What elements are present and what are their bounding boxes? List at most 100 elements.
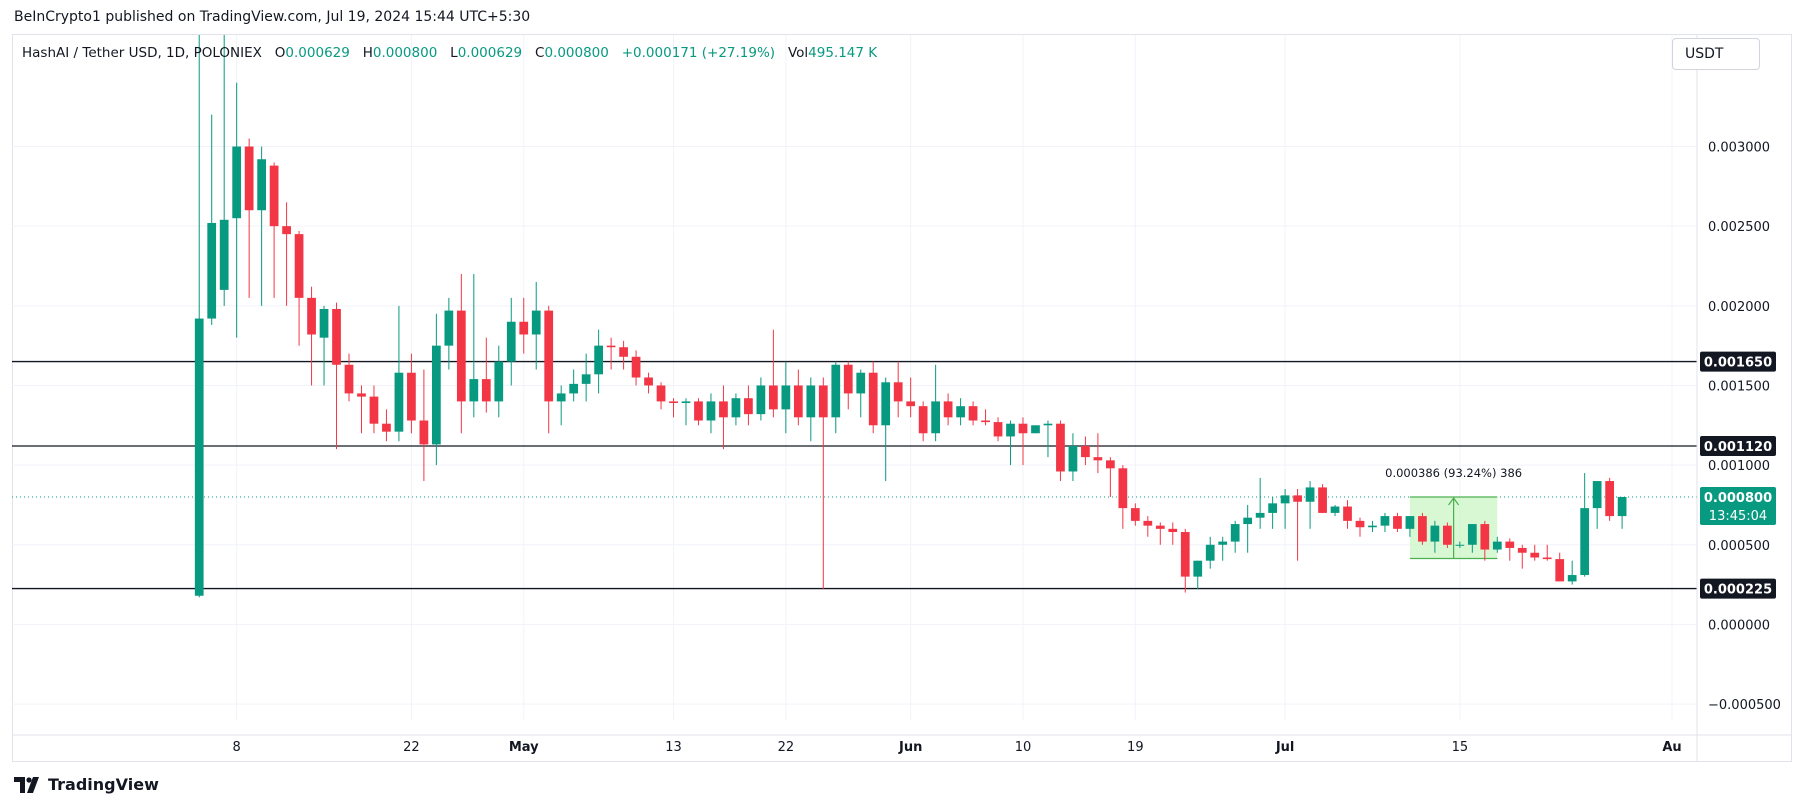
candle[interactable] <box>1443 522 1452 548</box>
candle[interactable] <box>1255 477 1265 529</box>
candle[interactable] <box>1193 560 1203 590</box>
candle[interactable] <box>1293 489 1302 561</box>
candle[interactable] <box>1143 516 1153 537</box>
candle[interactable] <box>207 114 217 325</box>
candle[interactable] <box>407 353 416 434</box>
candle[interactable] <box>1343 500 1352 529</box>
candle[interactable] <box>1068 433 1078 482</box>
candle[interactable] <box>1418 512 1427 545</box>
candle[interactable] <box>1093 433 1103 474</box>
candle[interactable] <box>506 297 516 386</box>
candle[interactable] <box>1467 524 1477 553</box>
candle[interactable] <box>981 409 990 426</box>
candle[interactable] <box>531 281 541 370</box>
candle[interactable] <box>382 409 391 442</box>
candle[interactable] <box>931 364 940 442</box>
candle[interactable] <box>544 305 554 434</box>
candle[interactable] <box>1031 425 1040 434</box>
candle[interactable] <box>444 297 454 370</box>
candle[interactable] <box>744 385 753 426</box>
candle[interactable] <box>1268 496 1277 529</box>
candle[interactable] <box>1130 503 1140 526</box>
candle[interactable] <box>469 273 479 418</box>
candle[interactable] <box>307 286 316 386</box>
candle[interactable] <box>1006 420 1015 466</box>
candle[interactable] <box>881 377 891 482</box>
candle[interactable] <box>1056 420 1065 482</box>
candle[interactable] <box>968 401 978 426</box>
candle[interactable] <box>394 305 404 442</box>
candle[interactable] <box>332 302 341 450</box>
candle[interactable] <box>269 162 279 298</box>
candle[interactable] <box>656 382 666 410</box>
candle[interactable] <box>756 377 766 421</box>
candle[interactable] <box>1455 541 1465 548</box>
candle[interactable] <box>244 138 254 298</box>
candle[interactable] <box>1542 544 1552 561</box>
candle[interactable] <box>1205 536 1215 569</box>
candle[interactable] <box>893 361 903 418</box>
candle[interactable] <box>481 337 491 413</box>
candle[interactable] <box>519 297 529 354</box>
candle[interactable] <box>769 329 778 418</box>
candle[interactable] <box>1168 522 1178 545</box>
candle[interactable] <box>843 361 853 410</box>
tradingview-logo[interactable]: TradingView <box>14 775 159 794</box>
candle[interactable] <box>569 369 579 402</box>
candle[interactable] <box>1106 457 1115 497</box>
candle[interactable] <box>1605 477 1614 521</box>
legend-symbol[interactable]: HashAI / Tether USD, 1D, POLONIEX <box>22 45 262 61</box>
candle[interactable] <box>868 361 878 434</box>
candle[interactable] <box>456 273 466 434</box>
candle[interactable] <box>993 417 1003 442</box>
candle[interactable] <box>1567 560 1577 585</box>
candle[interactable] <box>1018 417 1028 466</box>
candle[interactable] <box>419 369 429 482</box>
candle[interactable] <box>1355 517 1365 537</box>
candle[interactable] <box>956 398 965 426</box>
candle[interactable] <box>1530 544 1540 561</box>
candle[interactable] <box>581 353 591 402</box>
candle[interactable] <box>194 0 204 598</box>
candle[interactable] <box>257 146 266 306</box>
candle[interactable] <box>918 401 928 442</box>
candle[interactable] <box>344 353 354 402</box>
candle[interactable] <box>1218 536 1228 561</box>
candle[interactable] <box>694 398 703 426</box>
candle[interactable] <box>719 385 728 450</box>
candle[interactable] <box>1043 420 1053 458</box>
candle[interactable] <box>631 350 641 386</box>
candle[interactable] <box>1430 520 1440 553</box>
candle[interactable] <box>594 329 603 394</box>
candle[interactable] <box>1318 484 1327 513</box>
candle[interactable] <box>793 369 803 426</box>
candle[interactable] <box>556 385 566 426</box>
candle[interactable] <box>282 202 291 306</box>
candle[interactable] <box>731 393 741 426</box>
candle[interactable] <box>319 305 329 386</box>
candle[interactable] <box>1368 520 1377 533</box>
candle[interactable] <box>432 313 441 466</box>
candle[interactable] <box>831 361 841 434</box>
candle[interactable] <box>856 369 866 418</box>
candle[interactable] <box>681 398 691 426</box>
candle[interactable] <box>1330 504 1340 517</box>
candle[interactable] <box>1243 504 1253 553</box>
candle[interactable] <box>1592 481 1602 529</box>
candle[interactable] <box>1405 516 1415 537</box>
candle[interactable] <box>232 82 242 338</box>
candle[interactable] <box>1230 520 1240 553</box>
candle[interactable] <box>619 340 628 370</box>
candle[interactable] <box>818 377 828 590</box>
candle[interactable] <box>294 230 304 346</box>
candle[interactable] <box>781 361 791 434</box>
candle[interactable] <box>1492 536 1502 553</box>
candle[interactable] <box>369 385 379 434</box>
candle[interactable] <box>357 385 366 434</box>
candle[interactable] <box>1480 520 1490 561</box>
candle[interactable] <box>1393 512 1402 533</box>
candle[interactable] <box>669 398 678 418</box>
candle[interactable] <box>1517 544 1527 569</box>
candle[interactable] <box>1155 522 1165 545</box>
